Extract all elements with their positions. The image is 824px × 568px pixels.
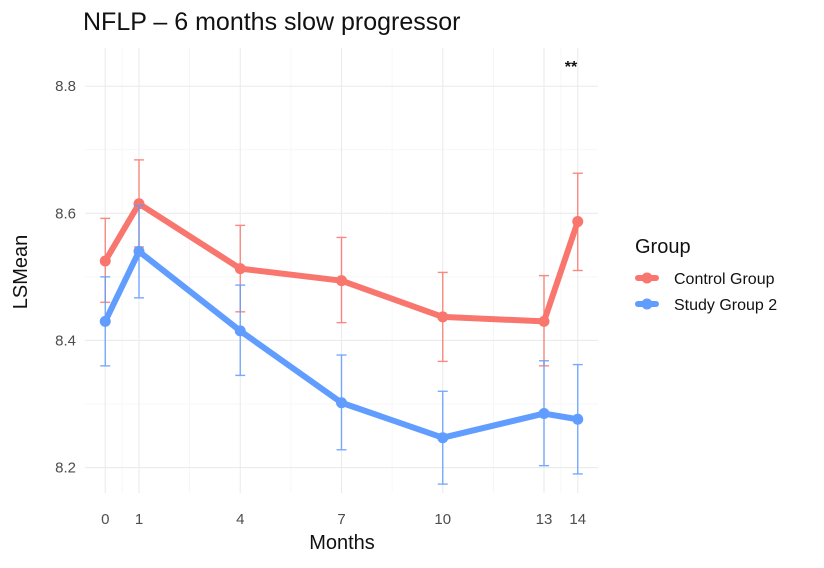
data-point	[99, 255, 111, 267]
x-tick-label: 0	[101, 511, 109, 528]
y-tick-label: 8.2	[55, 460, 76, 477]
y-tick-label: 8.6	[55, 205, 76, 222]
data-point	[538, 315, 550, 327]
y-axis-title: LSMean	[10, 235, 32, 310]
data-point	[133, 245, 145, 257]
legend-title: Group	[635, 236, 691, 258]
legend-label: Study Group 2	[674, 297, 777, 314]
data-point	[336, 397, 347, 409]
y-tick-label: 8.4	[55, 332, 76, 349]
legend-key-point	[641, 272, 653, 284]
data-point	[437, 311, 449, 323]
legend-item: Study Group 2	[635, 297, 777, 314]
x-tick-label: 10	[434, 511, 451, 528]
x-tick-label: 14	[569, 511, 586, 528]
data-point	[437, 432, 449, 444]
data-point	[99, 315, 111, 327]
x-tick-label: 4	[236, 511, 244, 528]
legend-key-point	[641, 298, 653, 310]
data-point	[572, 216, 584, 228]
legend-item: Control Group	[635, 271, 775, 288]
significance-annotation: **	[565, 59, 578, 76]
data-point	[336, 275, 347, 287]
data-point	[234, 325, 246, 337]
data-point	[538, 408, 550, 420]
series-2	[99, 204, 584, 485]
legend-label: Control Group	[674, 271, 775, 288]
data-point	[234, 263, 246, 275]
tick-labels: 0 1 4 7 10 13 148.28.48.68.8	[55, 78, 586, 528]
series-1	[99, 159, 584, 367]
data-point	[133, 198, 145, 210]
x-axis-title: Months	[309, 532, 375, 554]
series-layer	[99, 159, 584, 485]
x-tick-label: 1	[135, 511, 143, 528]
x-tick-label: 7	[337, 511, 345, 528]
chart-title: NFLP – 6 months slow progressor	[83, 8, 460, 36]
y-tick-label: 8.8	[55, 78, 76, 95]
legend: Group Control Group Study Group 2	[635, 236, 777, 314]
data-point	[572, 413, 584, 425]
x-tick-label: 13	[536, 511, 553, 528]
